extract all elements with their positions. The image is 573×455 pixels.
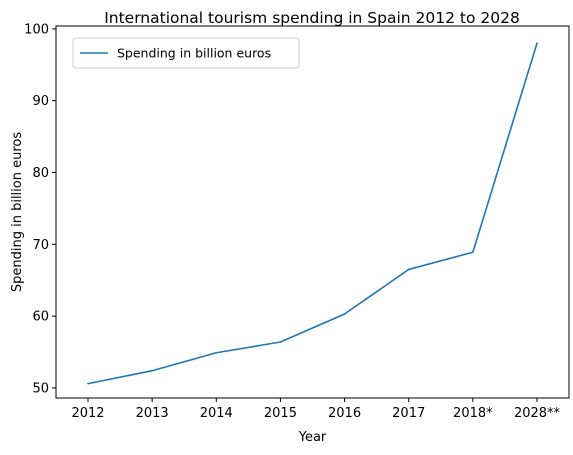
y-tick-label: 90 — [32, 94, 49, 109]
x-tick-label: 2018* — [453, 406, 493, 421]
y-tick-label: 80 — [32, 166, 49, 181]
y-tick-label: 100 — [24, 22, 49, 37]
x-tick-label: 2015 — [264, 406, 297, 421]
x-tick-label: 2017 — [392, 406, 425, 421]
legend-label: Spending in billion euros — [117, 46, 271, 61]
x-tick-label: 2013 — [136, 406, 169, 421]
data-point — [280, 341, 282, 343]
x-axis-label: Year — [298, 430, 327, 445]
legend: Spending in billion euros — [73, 38, 299, 68]
series-line — [88, 43, 537, 383]
data-point — [536, 42, 538, 44]
chart-title: International tourism spending in Spain … — [104, 9, 520, 27]
x-tick-label: 2014 — [200, 406, 233, 421]
y-tick-label: 60 — [32, 310, 49, 325]
series-layer — [87, 42, 538, 384]
x-tick-label: 2016 — [328, 406, 361, 421]
y-tick-label: 70 — [32, 238, 49, 253]
y-tick-label: 50 — [32, 381, 49, 396]
data-point — [408, 269, 410, 271]
y-axis-label: Spending in billion euros — [10, 132, 25, 292]
data-point — [151, 370, 153, 372]
x-tick-label: 2012 — [71, 406, 104, 421]
x-tick-label: 2028** — [514, 406, 561, 421]
data-point — [472, 251, 474, 253]
data-point — [344, 313, 346, 315]
y-axis-ticks: 50 60 70 80 90 100 — [24, 22, 56, 396]
plot-area-frame — [56, 26, 569, 398]
data-point — [215, 352, 217, 354]
data-point — [87, 383, 89, 385]
x-axis-ticks: 2012 2013 2014 2015 2016 2017 2018* 2028** — [71, 398, 560, 421]
